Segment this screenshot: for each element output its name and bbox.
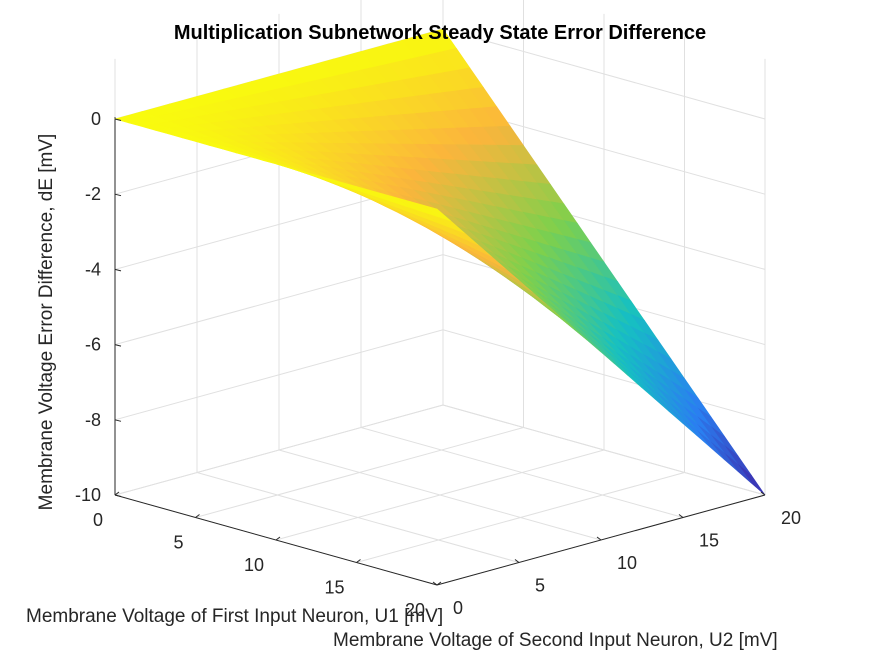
y-tick-label: 15 [699, 531, 719, 551]
y-tick-mark [596, 536, 602, 541]
grid-line-u2-floor [196, 472, 520, 563]
y-tick-mark [678, 514, 684, 518]
x-tick-label: 0 [93, 510, 103, 530]
y-tick-label: 10 [617, 553, 637, 573]
x-tick-label: 15 [324, 578, 344, 598]
x-tick-mark [356, 559, 361, 563]
y-tick-mark [760, 491, 766, 496]
z-tick-label: -6 [85, 335, 101, 355]
z-axis-label: Membrane Voltage Error Difference, dE [m… [36, 134, 57, 511]
y-tick-mark [514, 559, 520, 563]
x-axis-label: Membrane Voltage of First Input Neuron, … [26, 606, 443, 627]
x-tick-label: 20 [405, 600, 425, 620]
y-tick-label: 5 [535, 576, 545, 596]
chart-title: Multiplication Subnetwork Steady State E… [174, 22, 706, 44]
z-tick-mark [114, 419, 122, 422]
y-axis-label: Membrane Voltage of Second Input Neuron,… [333, 630, 778, 651]
y-tick-label: 0 [453, 598, 463, 618]
y-tick-mark [432, 581, 438, 586]
x-tick-label: 10 [244, 555, 264, 575]
x-tick-label: 5 [173, 533, 183, 553]
y-tick-label: 20 [781, 508, 801, 528]
x-tick-mark [195, 514, 200, 518]
z-tick-label: 0 [91, 109, 101, 129]
surface-layer [113, 28, 766, 496]
z-tick-mark [114, 494, 122, 497]
z-tick-label: -8 [85, 410, 101, 430]
z-tick-mark [114, 344, 122, 347]
x-tick-mark [436, 581, 442, 586]
surface-patch [423, 205, 451, 222]
z-tick-label: -4 [85, 259, 101, 279]
grid-line-u2-floor [278, 449, 602, 541]
z-tick-label: -2 [85, 184, 101, 204]
grid-line-u2-floor [442, 404, 766, 496]
tick-layer: 0 -2 -4 -6 -8 -10 0 5 10 15 20 0 5 10 15 20 [75, 109, 801, 620]
z-tick-mark [114, 193, 122, 197]
x-tick-mark [275, 536, 281, 541]
grid-line-u2-floor [360, 427, 684, 518]
z-tick-mark [114, 268, 122, 272]
x-tick-mark [114, 491, 120, 496]
z-tick-mark [114, 118, 122, 121]
surface-patch [737, 464, 766, 496]
z-tick-label: -10 [75, 485, 101, 505]
